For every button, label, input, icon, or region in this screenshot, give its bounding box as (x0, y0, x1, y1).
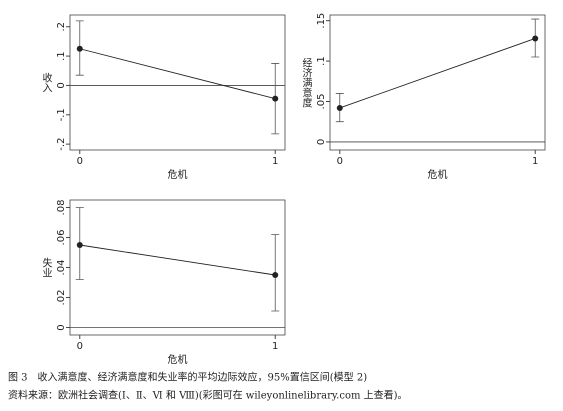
plot-frame (329, 14, 546, 151)
caption: 资料来源：欧洲社会调查(Ⅰ、Ⅱ、Ⅵ 和 Ⅷ)(彩图可在 wileyonlinel… (8, 389, 408, 402)
y-axis-label: 失业 (40, 256, 52, 277)
y-tick-label: .04 (56, 260, 67, 276)
y-axis-label: 收入 (40, 71, 52, 92)
y-tick-label: 0 (56, 82, 67, 88)
plot-frame (69, 14, 286, 151)
line (339, 38, 536, 109)
x-tick-label: 1 (532, 156, 538, 167)
y-tick-label: .05 (316, 94, 327, 110)
y-tick-label: -.1 (56, 108, 67, 121)
line (79, 48, 276, 100)
point (272, 95, 279, 102)
y-tick-label: .2 (56, 22, 67, 32)
x-tick-label: 0 (77, 341, 83, 352)
point (272, 272, 279, 278)
y-tick-label: .1 (316, 56, 327, 66)
y-tick-label: .15 (316, 13, 327, 29)
point (76, 242, 83, 248)
x-tick-label: 0 (337, 156, 343, 167)
x-axis-label: 危机 (428, 168, 448, 181)
x-axis-label: 危机 (168, 168, 188, 181)
y-tick-label: .08 (56, 200, 67, 216)
plot-frame (69, 199, 286, 336)
x-axis-label: 危机 (168, 353, 188, 366)
y-tick-label: 0 (56, 324, 67, 330)
point (76, 45, 83, 52)
y-tick-label: .06 (56, 230, 67, 246)
y-tick-label: .02 (56, 290, 67, 306)
x-tick-label: 1 (272, 341, 278, 352)
x-tick-label: 1 (272, 156, 278, 167)
y-tick-label: -.2 (56, 138, 67, 151)
point (336, 104, 343, 111)
y-tick-label: 0 (316, 139, 327, 145)
caption: 图 3 收入满意度、经济满意度和失业率的平均边际效应，95%置信区间(模型 2) (8, 371, 367, 384)
y-tick-label: .1 (56, 51, 67, 61)
x-tick-label: 0 (77, 156, 83, 167)
y-axis-label: 经济满意度 (300, 56, 312, 108)
point (532, 35, 539, 42)
line (79, 244, 276, 276)
